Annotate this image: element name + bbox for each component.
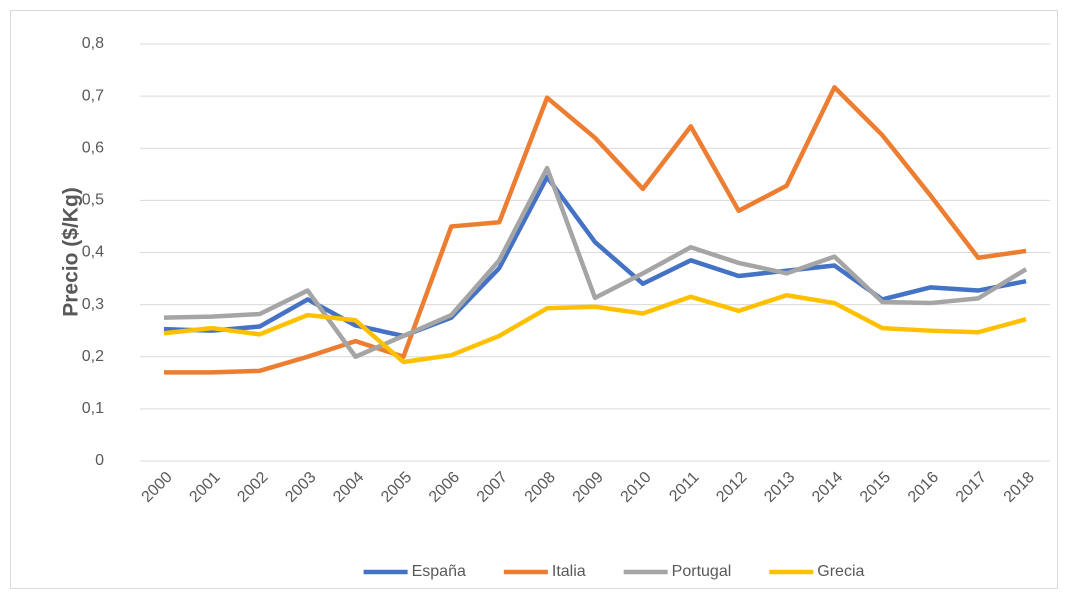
y-tick-label: 0,7 [82,87,104,104]
y-tick-label: 0,1 [82,400,104,417]
legend-label: Grecia [817,563,864,580]
legend-label: Italia [552,563,586,580]
legend-label: España [412,563,466,580]
y-tick-label: 0,4 [82,244,104,261]
series-line [163,165,1028,359]
y-tick-label: 0,6 [82,139,104,156]
y-axis-label: Precio ($/Kg) [60,187,83,317]
series-line [163,85,1027,375]
y-tick-label: 0 [95,452,104,469]
legend-label: Portugal [672,563,732,580]
y-tick-label: 0,5 [82,192,104,209]
y-tick-label: 0,3 [82,296,104,313]
y-tick-label: 0,2 [82,348,104,365]
y-tick-label: 0,8 [82,35,104,52]
series-line [163,292,1027,365]
